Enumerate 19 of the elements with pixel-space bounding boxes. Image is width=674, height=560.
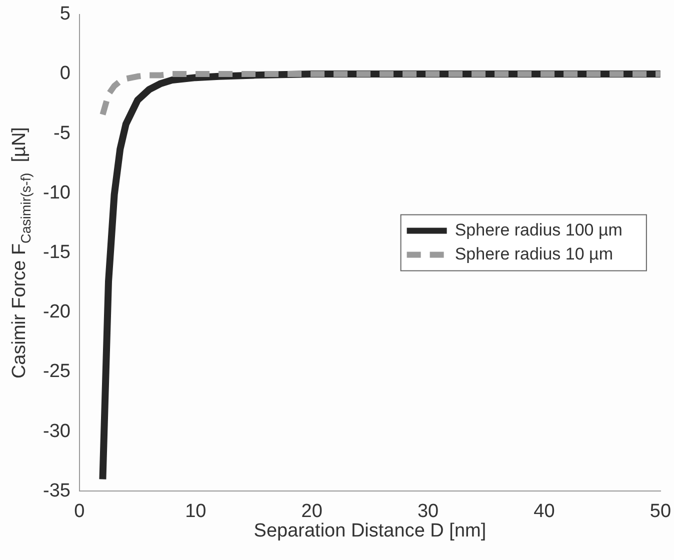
x-tick-label: 20: [301, 500, 322, 522]
x-axis-title: Separation Distance D [nm]: [254, 520, 486, 542]
x-tick-label: 10: [185, 500, 206, 522]
y-tick-label: 0: [60, 63, 70, 84]
legend-label: Sphere radius 10 µm: [454, 244, 613, 264]
legend-label: Sphere radius 100 µm: [454, 220, 622, 240]
y-tick-label: 5: [60, 4, 70, 25]
x-tick-label: 50: [650, 500, 672, 522]
y-axis-title: Casimir Force FCasimir(s-f) [µN]: [9, 127, 34, 379]
y-tick-label: -10: [42, 182, 70, 204]
y-tick-label: -20: [42, 302, 70, 323]
x-tick-label: 30: [417, 500, 439, 522]
x-tick-label: 40: [534, 500, 555, 522]
y-tick-label: -5: [54, 122, 70, 144]
y-tick-label: -35: [42, 480, 70, 502]
x-tick-label: 0: [74, 500, 85, 522]
y-tick-label: -30: [42, 420, 70, 442]
y-tick-label: -25: [42, 361, 70, 382]
y-tick-label: -15: [42, 242, 70, 264]
